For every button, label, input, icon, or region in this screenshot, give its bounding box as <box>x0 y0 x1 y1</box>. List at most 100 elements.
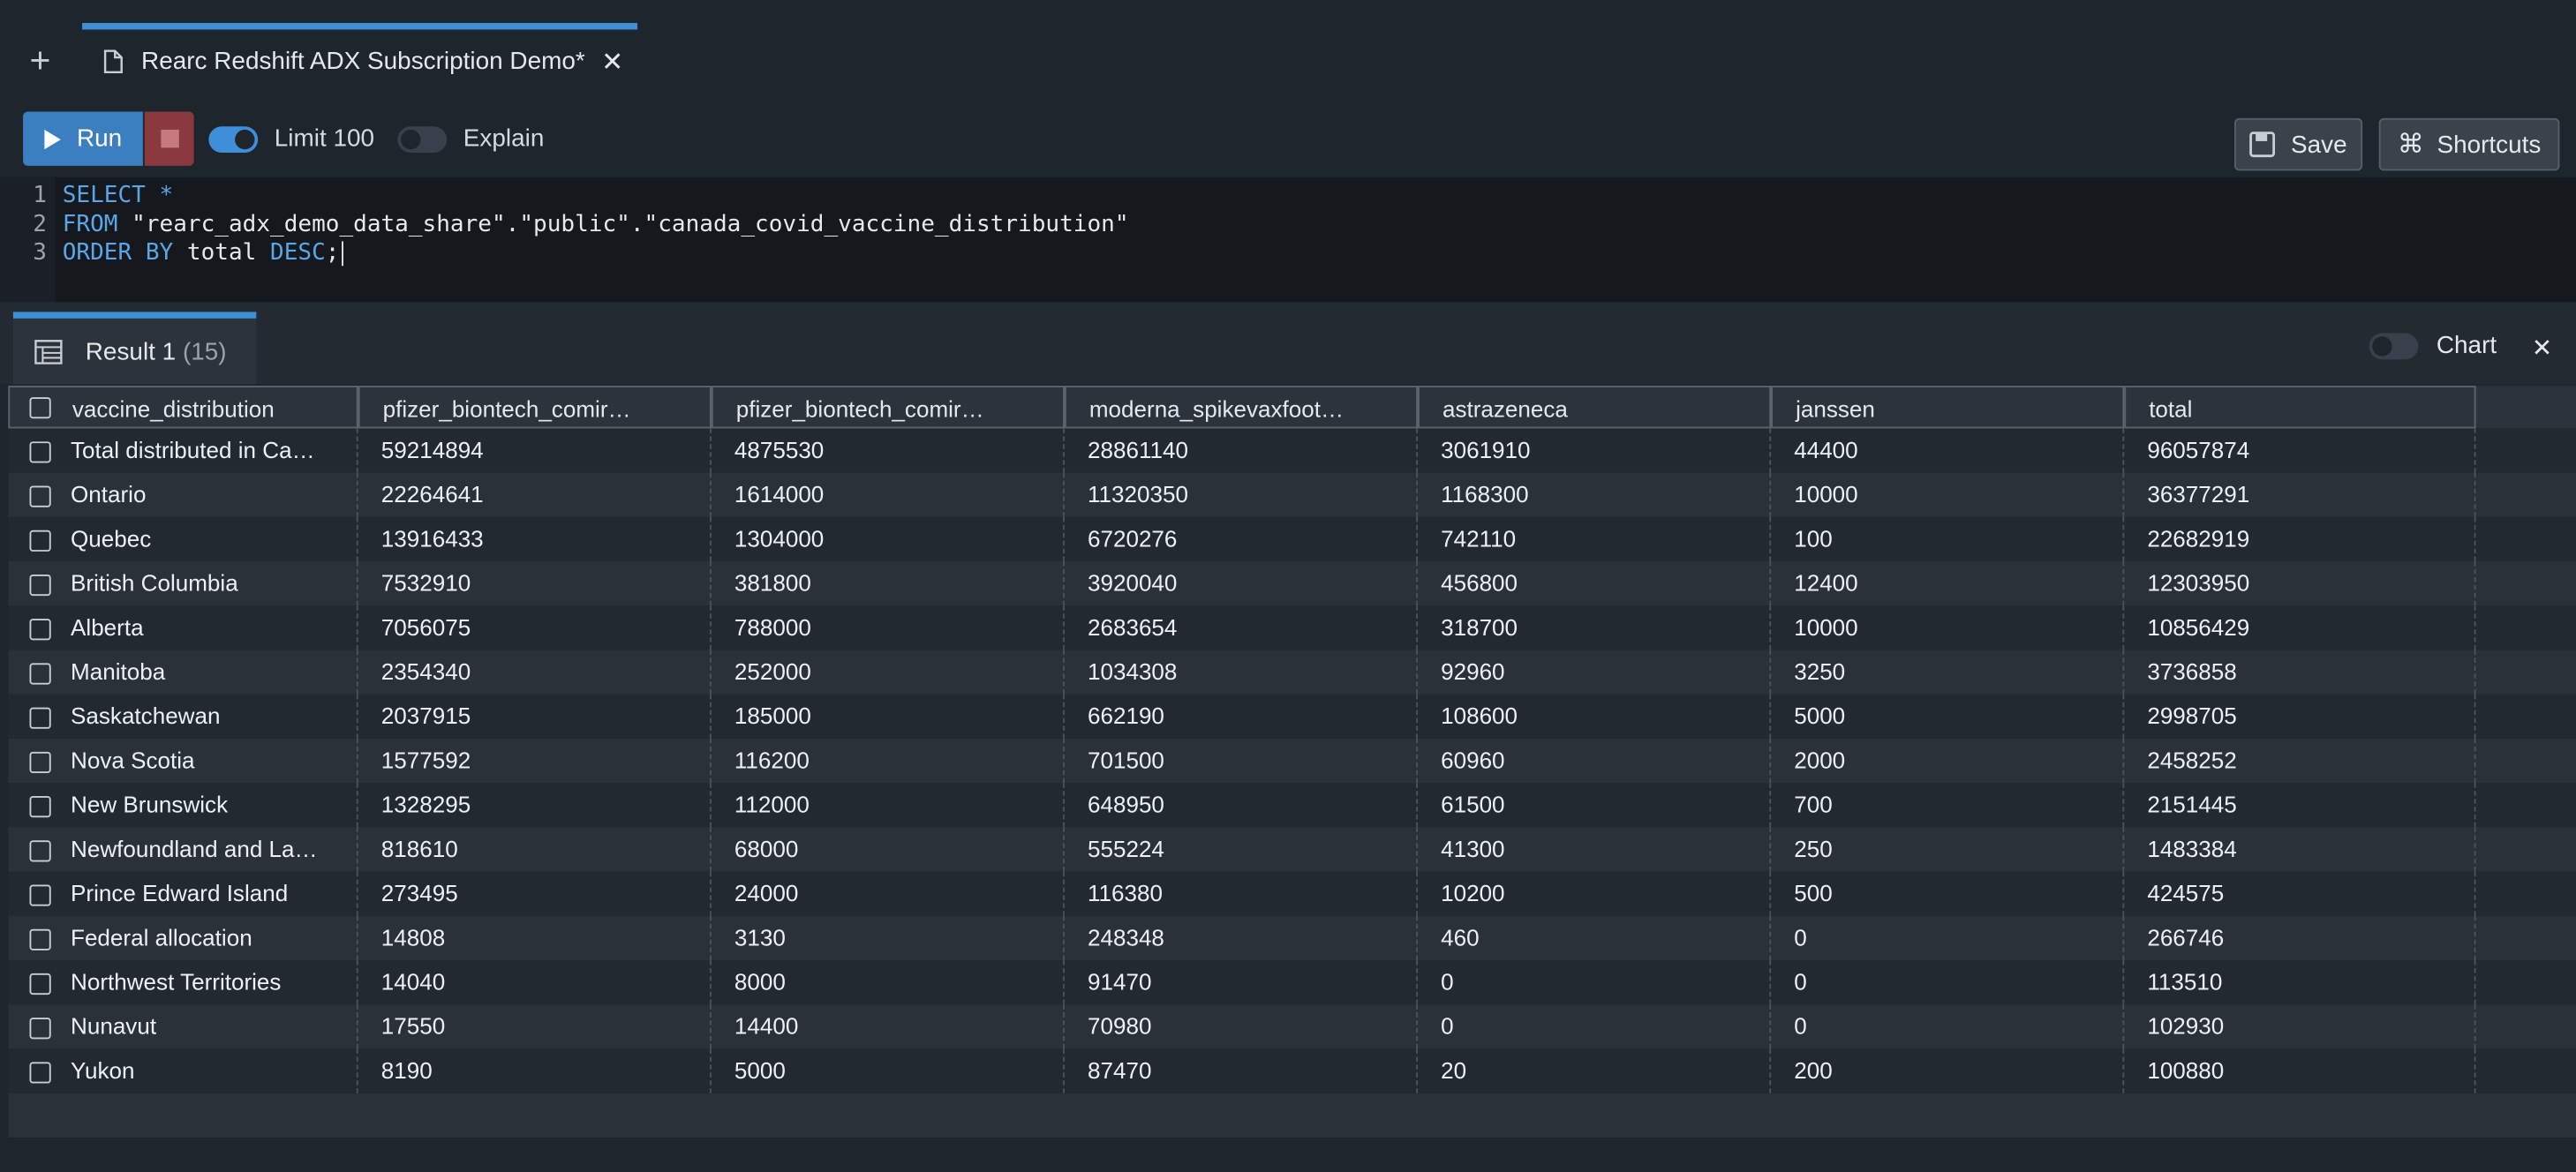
row-checkbox[interactable] <box>29 751 51 774</box>
table-cell: 41300 <box>1418 827 1772 872</box>
table-row <box>8 472 2576 517</box>
table-cell: 1483384 <box>2124 827 2476 872</box>
row-checkbox[interactable] <box>29 441 51 463</box>
table-cell: 2354340 <box>358 650 712 695</box>
save-label: Save <box>2290 130 2347 159</box>
table-cell: 8190 <box>358 1048 712 1093</box>
table-cell: 1614000 <box>712 472 1065 517</box>
table-cell: 36377291 <box>2124 472 2476 517</box>
column-header[interactable]: pfizer_biontech_comir… <box>711 386 1065 429</box>
row-checkbox[interactable] <box>29 707 51 729</box>
table-cell: 700 <box>1771 783 2125 828</box>
table-cell: 460 <box>1418 915 1772 961</box>
column-header[interactable]: total <box>2124 386 2476 429</box>
explain-toggle[interactable] <box>397 126 448 153</box>
column-header[interactable]: moderna_spikevaxfoot… <box>1064 386 1419 429</box>
table-row <box>8 561 2576 606</box>
row-checkbox[interactable] <box>29 619 51 641</box>
new-tab-button[interactable]: + <box>29 39 51 81</box>
column-header[interactable]: janssen <box>1771 386 2125 429</box>
table-cell: 113510 <box>2124 960 2476 1005</box>
table-cell: 3920040 <box>1065 561 1419 606</box>
table-cell: 2000 <box>1771 738 2125 784</box>
save-button[interactable]: Save <box>2233 117 2363 171</box>
command-icon: ⌘ <box>2397 131 2424 160</box>
code-token: total <box>173 239 271 267</box>
row-checkbox[interactable] <box>29 530 51 552</box>
run-label: Run <box>76 124 123 153</box>
table-cell: 3061910 <box>1418 428 1772 473</box>
table-icon <box>34 340 63 364</box>
table-cell: 12400 <box>1771 561 2125 606</box>
table-cell: 1034308 <box>1065 650 1419 695</box>
table-cell: 7532910 <box>358 561 712 606</box>
stop-button[interactable] <box>144 111 194 166</box>
code-token: ORDER BY <box>62 239 174 267</box>
column-header[interactable]: pfizer_biontech_comir… <box>358 386 712 429</box>
row-checkbox[interactable] <box>29 840 51 862</box>
table-cell: 185000 <box>712 694 1065 739</box>
table-cell: 701500 <box>1065 738 1419 784</box>
tab-title[interactable]: Rearc Redshift ADX Subscription Demo* <box>141 47 585 76</box>
table-cell: 61500 <box>1418 783 1772 828</box>
row-checkbox[interactable] <box>29 574 51 597</box>
table-cell: Alberta <box>8 605 358 650</box>
limit-toggle[interactable] <box>208 126 259 153</box>
table-row <box>8 827 2576 872</box>
table-cell: 3736858 <box>2124 650 2476 695</box>
code-token: FROM <box>62 210 118 237</box>
table-cell: 60960 <box>1418 738 1772 784</box>
table-cell: 3250 <box>1771 650 2125 695</box>
table-cell: 1577592 <box>358 738 712 784</box>
table-cell: Yukon <box>8 1048 358 1093</box>
code-token: DESC <box>270 239 326 267</box>
table-cell: 273495 <box>358 871 712 916</box>
column-header[interactable]: vaccine_distribution <box>8 386 358 429</box>
stop-icon <box>160 129 178 148</box>
row-checkbox[interactable] <box>29 796 51 818</box>
row-checkbox[interactable] <box>29 1062 51 1084</box>
table-cell: 10000 <box>1771 605 2125 650</box>
table-cell: 0 <box>1418 1004 1772 1049</box>
chart-toggle[interactable] <box>2369 333 2419 360</box>
table-cell: 87470 <box>1065 1048 1419 1093</box>
row-checkbox[interactable] <box>29 884 51 906</box>
row-checkbox[interactable] <box>29 485 51 507</box>
table-cell: 17550 <box>358 1004 712 1049</box>
close-results[interactable]: ✕ <box>2531 334 2553 364</box>
table-cell: 662190 <box>1065 694 1419 739</box>
table-cell: 318700 <box>1418 605 1772 650</box>
sql-editor[interactable] <box>0 177 2576 303</box>
table-cell: Northwest Territories <box>8 960 358 1005</box>
table-cell: 92960 <box>1418 650 1772 695</box>
table-cell: Prince Edward Island <box>8 871 358 916</box>
table-cell: Newfoundland and La… <box>8 827 358 872</box>
run-button[interactable]: Run <box>23 111 143 166</box>
shortcuts-button[interactable]: ⌘ Shortcuts <box>2378 117 2560 171</box>
row-checkbox[interactable] <box>29 1018 51 1040</box>
code-token: ; <box>325 239 340 267</box>
table-cell: 252000 <box>712 650 1065 695</box>
text-cursor <box>341 241 343 267</box>
table-cell: 1168300 <box>1418 472 1772 517</box>
select-all-checkbox[interactable] <box>29 397 51 419</box>
table-cell: 500 <box>1771 871 2125 916</box>
table-row <box>8 516 2576 562</box>
table-row <box>8 871 2576 916</box>
table-cell: 788000 <box>712 605 1065 650</box>
column-header[interactable]: astrazeneca <box>1418 386 1772 429</box>
table-cell: 0 <box>1771 1004 2125 1049</box>
table-cell: 648950 <box>1065 783 1419 828</box>
table-row <box>8 915 2576 961</box>
table-cell: 14808 <box>358 915 712 961</box>
line-number: 2 <box>33 210 47 237</box>
row-checkbox[interactable] <box>29 973 51 995</box>
tab-close[interactable]: ✕ <box>601 49 624 78</box>
table-cell: Total distributed in Ca… <box>8 428 358 473</box>
row-checkbox[interactable] <box>29 928 51 950</box>
row-checkbox[interactable] <box>29 663 51 685</box>
table-cell: 0 <box>1418 960 1772 1005</box>
table-cell: 11320350 <box>1065 472 1419 517</box>
code-line: SELECT * <box>63 182 174 208</box>
results-header <box>0 302 2576 385</box>
